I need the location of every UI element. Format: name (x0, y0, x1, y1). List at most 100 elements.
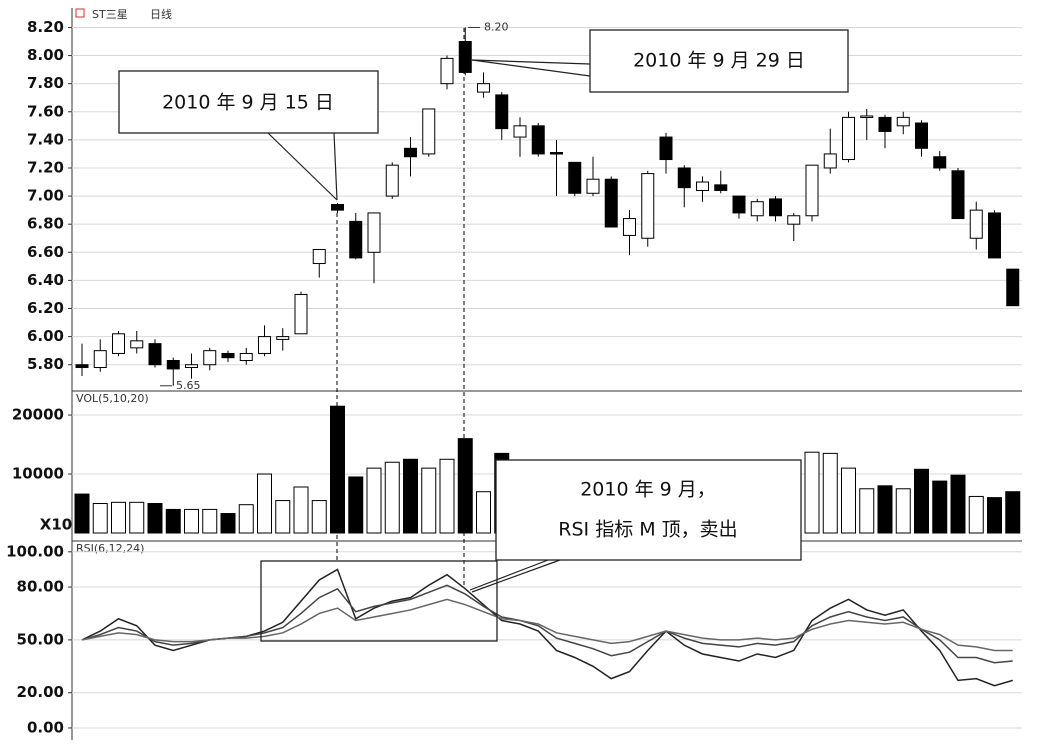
callout-pointer (267, 132, 338, 201)
candle-body (787, 215, 801, 225)
candle-body (823, 153, 837, 169)
volume-bar (841, 467, 856, 534)
volume-bar (859, 488, 875, 534)
volume-bar (147, 503, 163, 534)
candle-body (166, 359, 180, 370)
rsi-line (81, 584, 1013, 664)
callout-pointer (469, 559, 549, 591)
volume-bar (275, 500, 291, 534)
candle-body (239, 352, 253, 361)
volume-bar (932, 480, 948, 534)
candle-body (915, 122, 928, 149)
candle-body (112, 333, 125, 354)
volume-bar (257, 473, 272, 534)
candle-body (623, 218, 636, 236)
volume-bar (895, 488, 911, 534)
y-tick-label: 8.00 (27, 46, 64, 64)
y-tick-label: 7.20 (27, 158, 64, 176)
candle-body (440, 57, 454, 85)
candle-body (148, 343, 162, 366)
volume-bar (220, 513, 236, 534)
callout-pointer (471, 59, 591, 65)
candle-body (385, 164, 399, 197)
candle-body (988, 212, 1001, 259)
y-tick-label: 7.40 (27, 130, 64, 148)
candle-body (659, 136, 673, 161)
candle-body (75, 364, 89, 369)
candle-body (93, 350, 107, 369)
volume-bar (330, 405, 345, 534)
volume-bar (129, 501, 145, 534)
candle-body (586, 178, 600, 194)
candle-body (130, 340, 144, 349)
candle-body (203, 350, 217, 366)
y-tick-label: 7.80 (27, 74, 64, 92)
extreme-label: 8.20 (484, 20, 509, 33)
volume-bar (950, 474, 966, 534)
candle-body (641, 173, 655, 239)
volume-title: VOL(5,10,20) (76, 392, 149, 405)
volume-bar (822, 452, 838, 534)
volume-bar (74, 493, 90, 534)
volume-bar (457, 438, 473, 534)
volume-bar (366, 467, 382, 534)
candle-body (896, 116, 910, 127)
y-tick-label: 20.00 (17, 683, 64, 701)
candle-body (750, 201, 764, 217)
volume-bar (877, 485, 893, 534)
y-tick-label: 20000 (12, 406, 64, 424)
y-tick-label: 7.60 (27, 102, 64, 120)
candle-body (294, 293, 308, 335)
callout-box (589, 29, 849, 93)
extreme-label: 5.65 (176, 379, 201, 392)
volume-bar (987, 497, 1002, 534)
candle-body (312, 248, 326, 265)
candle-body (732, 195, 746, 214)
y-tick-label: 100.00 (6, 542, 64, 560)
candle-body (367, 212, 381, 253)
volume-bar (384, 461, 400, 534)
candle-body (604, 178, 618, 228)
volume-bar (439, 458, 455, 534)
candle-body (258, 336, 271, 354)
volume-bar (968, 495, 984, 534)
volume-bar (348, 476, 364, 534)
volume-bar (421, 467, 437, 534)
candle-body (860, 115, 874, 118)
candle-body (933, 156, 947, 169)
candle-body (969, 209, 983, 239)
y-tick-label: 6.20 (27, 299, 64, 317)
y-tick-label: 6.00 (27, 327, 64, 345)
y-tick-label: 0.00 (27, 718, 64, 736)
candle-body (696, 181, 709, 191)
volume-unit: X10 (40, 516, 72, 534)
candle-body (422, 108, 436, 155)
callout-pointer (333, 132, 338, 201)
volume-bar (311, 500, 327, 534)
candle-body (769, 198, 782, 217)
y-tick-label: 5.80 (27, 355, 64, 373)
candle-body (550, 152, 563, 155)
rsi-line (81, 598, 1013, 652)
y-tick-label: 6.60 (27, 243, 64, 261)
callout-pointer (471, 559, 561, 593)
volume-bar (165, 508, 181, 534)
candle-body (276, 336, 290, 340)
y-tick-label: 10000 (12, 465, 64, 483)
callout-box (495, 459, 802, 561)
candle-body (951, 170, 965, 220)
callout-text: RSI 指标 M 顶，卖出 (558, 519, 737, 541)
candle-body (221, 352, 235, 359)
volume-bar (1005, 491, 1021, 534)
volume-bar (92, 503, 108, 534)
volume-bar (238, 504, 254, 534)
callout-pointer (471, 59, 591, 77)
y-tick-label: 50.00 (17, 630, 64, 648)
candle-body (805, 164, 819, 217)
candle-body (513, 125, 527, 138)
volume-bar (476, 491, 491, 534)
candle-body (349, 220, 363, 259)
period: 日线 (150, 7, 172, 21)
candle-body (842, 116, 855, 161)
